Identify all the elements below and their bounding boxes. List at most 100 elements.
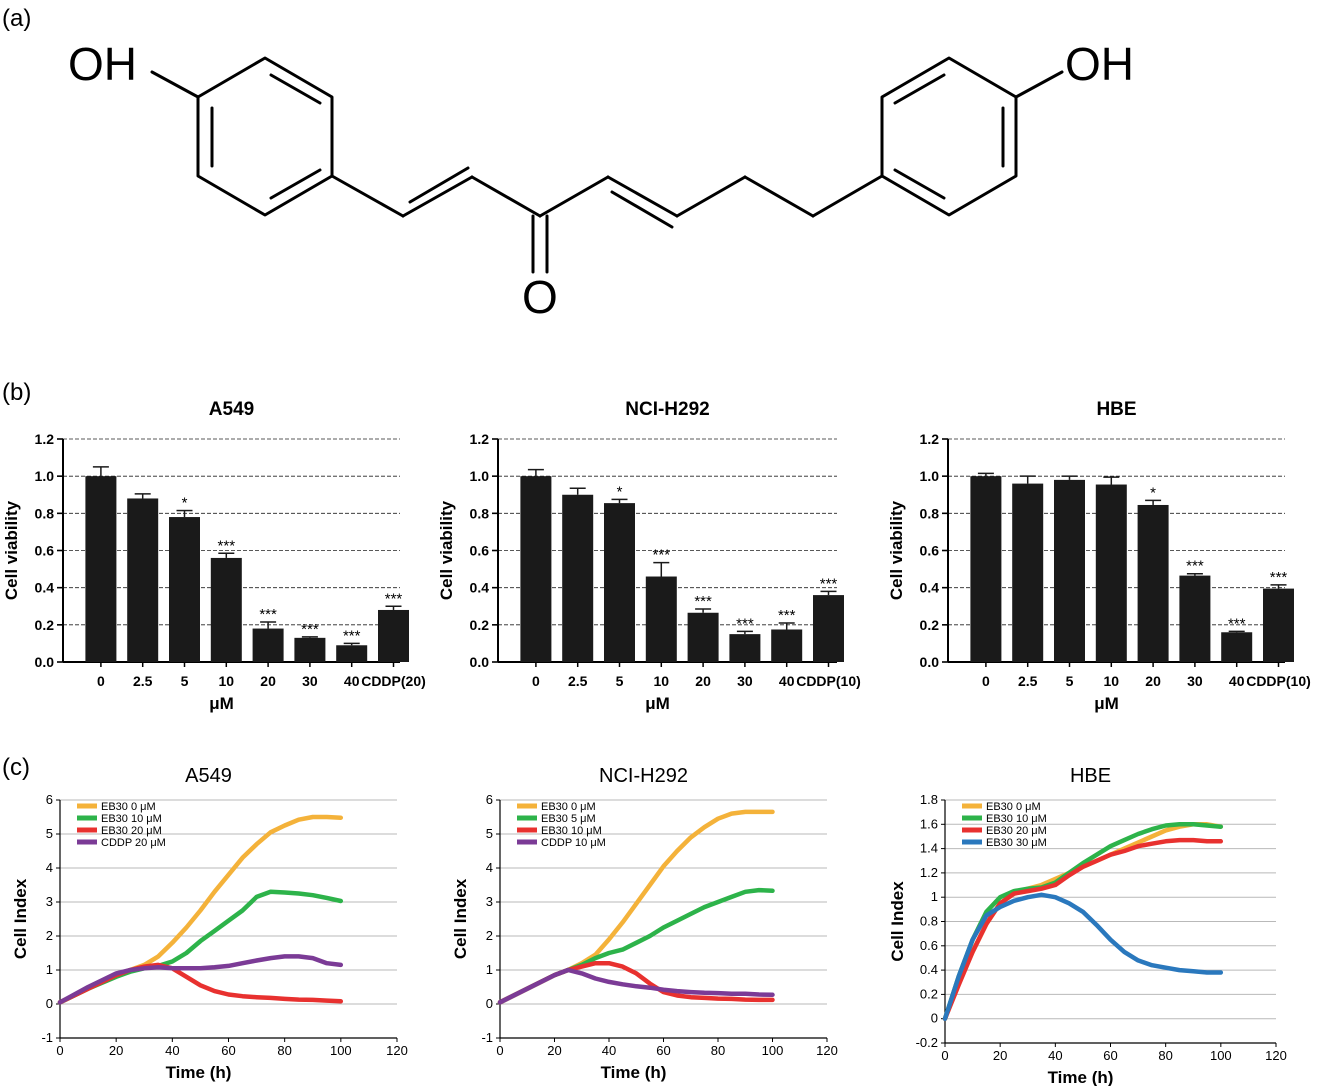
y-tick-label: 0.2	[920, 617, 940, 633]
x-tick-label: 20	[109, 1043, 123, 1058]
y-tick-label: 1.0	[920, 468, 940, 484]
left-hydroxyl-bond	[150, 70, 200, 99]
bar	[1137, 504, 1169, 662]
bar	[604, 503, 635, 662]
chemical-structure	[150, 56, 1064, 274]
bar	[1012, 483, 1044, 662]
y-tick-label: 6	[46, 792, 53, 807]
chart-title: A549	[185, 765, 232, 787]
x-tick-label: 40	[165, 1043, 179, 1058]
significance-label: *	[617, 483, 623, 500]
legend-label: EB30 0 μM	[101, 801, 156, 813]
significance-label: ***	[778, 607, 796, 624]
x-tick-label: 5	[1066, 673, 1074, 689]
significance-label: ***	[259, 606, 277, 623]
y-tick-label: 4	[46, 860, 53, 875]
series-line-4	[57, 954, 344, 1005]
y-tick-label: -1	[481, 1030, 493, 1045]
y-tick-label: 0.6	[470, 543, 490, 559]
significance-label: *	[182, 495, 188, 512]
x-tick-label: CDDP(10)	[796, 673, 861, 689]
bar	[771, 629, 803, 662]
y-tick-label: 0.2	[470, 617, 490, 633]
y-tick-label: 1.8	[920, 792, 938, 807]
bar	[687, 612, 719, 662]
legend-label: CDDP 20 μM	[101, 837, 166, 849]
y-tick-label: 1.2	[470, 431, 490, 447]
bar	[1054, 479, 1085, 662]
y-axis-title: Cell viability	[887, 500, 906, 600]
panel-label-c: (c)	[2, 754, 30, 781]
y-tick-label: 0.0	[470, 654, 490, 670]
x-axis-title: μM	[1094, 694, 1119, 713]
bar	[1221, 632, 1253, 662]
y-tick-label: 6	[486, 792, 493, 807]
legend-label: EB30 0 μM	[986, 801, 1041, 813]
y-tick-label: 0	[46, 996, 53, 1011]
x-tick-label: 20	[1145, 673, 1161, 689]
x-tick-label: 0	[97, 673, 105, 689]
bar	[169, 517, 200, 662]
significance-label: ***	[218, 537, 236, 554]
x-tick-label: 20	[695, 673, 711, 689]
significance-label: ***	[1186, 558, 1204, 575]
chart-title: HBE	[1070, 765, 1111, 787]
series-line-2	[942, 822, 1224, 1021]
y-tick-label: 0.2	[35, 617, 55, 633]
y-tick-label: 1.0	[35, 468, 55, 484]
x-tick-label: 80	[711, 1043, 725, 1058]
bar	[520, 476, 552, 662]
x-tick-label: 5	[616, 673, 624, 689]
x-tick-label: 10	[219, 673, 235, 689]
x-tick-label: 30	[302, 673, 318, 689]
y-tick-label: 1.4	[920, 841, 938, 856]
y-tick-label: 1.2	[920, 431, 940, 447]
legend-label: EB30 10 μM	[101, 813, 162, 825]
x-tick-label: 0	[982, 673, 990, 689]
bar	[127, 498, 159, 662]
y-tick-label: 2	[486, 928, 493, 943]
right-hydroxyl-bond	[1014, 70, 1064, 99]
bar	[378, 609, 409, 662]
series-line-4	[942, 892, 1224, 1021]
y-tick-label: 1.2	[920, 865, 938, 880]
x-tick-label: 120	[816, 1043, 838, 1058]
x-tick-label: 80	[277, 1043, 291, 1058]
x-axis-title: Time (h)	[601, 1063, 667, 1082]
series-line-3	[942, 837, 1224, 1021]
bar	[210, 557, 242, 662]
significance-label: *	[1150, 484, 1156, 501]
x-tick-label: 2.5	[133, 673, 153, 689]
bar	[252, 628, 284, 662]
y-tick-label: 1.0	[470, 468, 490, 484]
significance-label: ***	[653, 547, 671, 564]
y-axis-title: Cell Index	[11, 878, 30, 959]
carbonyl-oxygen-label: O	[522, 271, 558, 323]
y-tick-label: 1.2	[35, 431, 55, 447]
x-tick-label: 80	[1158, 1048, 1172, 1063]
y-tick-label: 3	[486, 894, 493, 909]
x-tick-label: 20	[260, 673, 276, 689]
y-tick-label: 0.0	[35, 654, 55, 670]
y-tick-label: 5	[486, 826, 493, 841]
legend-label: EB30 5 μM	[541, 813, 596, 825]
charts: A549 0.0 0.2 0.4 0.6 0.8 1.0 1.2 0 2.5 * 5 *** 10 *** 2…	[2, 399, 1311, 1086]
bar-chart-1: A549 0.0 0.2 0.4 0.6 0.8 1.0 1.2 0 2.5 * 5 *** 10 *** 2…	[2, 399, 426, 713]
bar	[1095, 484, 1127, 662]
x-tick-label: 60	[1103, 1048, 1117, 1063]
x-tick-label: 100	[762, 1043, 784, 1058]
x-tick-label: 30	[1187, 673, 1203, 689]
y-tick-label: -0.2	[916, 1035, 938, 1050]
left-benzene-ring	[196, 56, 334, 217]
y-tick-label: 2	[46, 928, 53, 943]
bar	[645, 576, 677, 662]
y-tick-label: 0.4	[920, 962, 938, 977]
x-tick-label: 120	[1265, 1048, 1287, 1063]
x-tick-label: 5	[181, 673, 189, 689]
bar	[336, 645, 368, 662]
y-tick-label: 0.8	[470, 505, 490, 521]
x-axis-title: μM	[645, 694, 670, 713]
chart-title: NCI-H292	[599, 765, 688, 787]
x-tick-label: 2.5	[568, 673, 588, 689]
